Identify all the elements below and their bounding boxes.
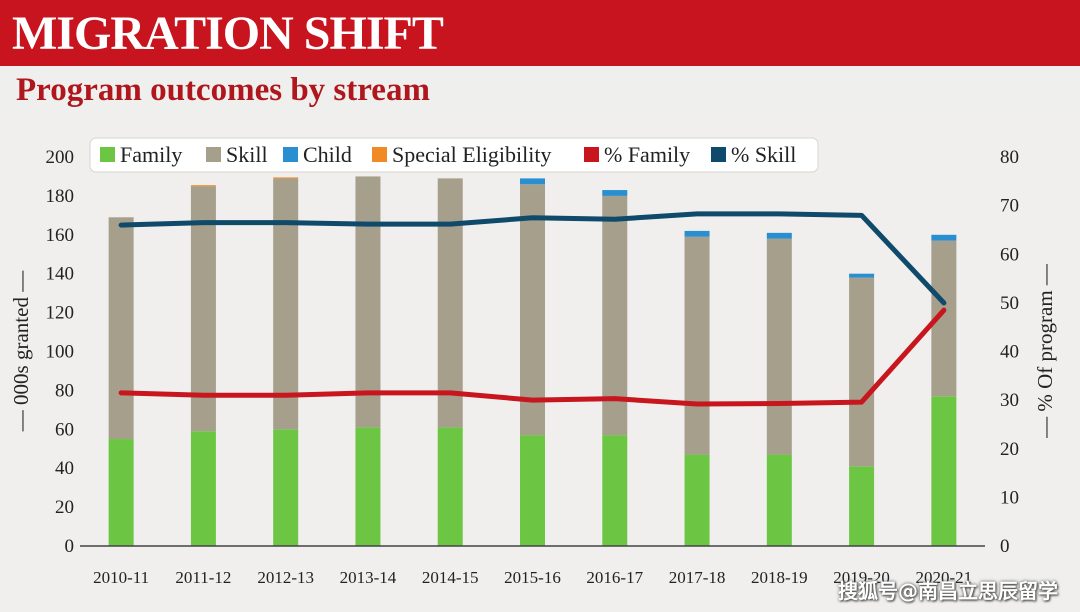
bar-family-2011-12 xyxy=(190,431,216,546)
x-tick-label: 2019-20 xyxy=(833,568,890,587)
y2-tick-label: 20 xyxy=(1000,439,1019,460)
x-tick-label: 2013-14 xyxy=(340,568,397,587)
x-tick-label: 2020-21 xyxy=(916,568,973,587)
legend-label: Special Eligibility xyxy=(392,142,551,167)
line--family xyxy=(118,307,947,407)
bar-child-2016-17 xyxy=(602,190,628,196)
bar-skill-2012-13 xyxy=(273,178,299,430)
y2-tick-label: 40 xyxy=(1000,342,1019,363)
bar-family-2015-16 xyxy=(520,435,545,546)
legend-label: Family xyxy=(120,142,182,167)
bar-family-2013-14 xyxy=(355,427,381,546)
legend-swatch-skill xyxy=(206,147,221,162)
bar-family-2010-11 xyxy=(108,439,134,546)
legend-label: % Skill xyxy=(731,142,796,167)
y-tick-label: 200 xyxy=(46,147,75,168)
bar-child-2018-19 xyxy=(766,232,792,239)
y2-tick-label: 50 xyxy=(1000,293,1019,314)
bar-skill-2016-17 xyxy=(602,195,628,436)
title-banner: MIGRATION SHIFT xyxy=(0,0,1080,66)
x-tick-label: 2018-19 xyxy=(751,568,808,587)
y-tick-label: 20 xyxy=(55,497,74,518)
y2-tick-label: 70 xyxy=(1000,196,1019,217)
y-tick-label: 160 xyxy=(46,225,75,246)
y2-tick-label: 0 xyxy=(1000,536,1010,557)
bar-skill-2011-12 xyxy=(190,186,216,432)
y-tick-label: 40 xyxy=(55,458,74,479)
legend-label: Child xyxy=(303,142,352,167)
y2-axis-label: — % Of program — xyxy=(1033,263,1057,439)
bar-child-2020-21 xyxy=(931,234,957,241)
x-tick-label: 2011-12 xyxy=(175,568,231,587)
bar-skill-2017-18 xyxy=(684,236,710,455)
legend-box xyxy=(89,137,819,173)
bar-special-eligibility-2012-13 xyxy=(273,177,299,179)
bar-skill-2014-15 xyxy=(437,178,463,428)
chart-area: 2010-11 2011-12 2012-13 2013-14 2014-15 2015-… xyxy=(9,137,1057,587)
y-axis-label: — 000s granted — xyxy=(9,270,33,432)
bar-family-2018-19 xyxy=(766,454,792,546)
y2-tick-label: 30 xyxy=(1000,390,1019,411)
bar-child-2015-16 xyxy=(520,178,545,185)
y2-tick-label: 60 xyxy=(1000,244,1019,265)
subtitle-bar: Program outcomes by stream xyxy=(0,66,1080,116)
y2-tick-label: 80 xyxy=(1000,147,1019,168)
bar-family-2019-20 xyxy=(849,466,875,546)
bar-special-eligibility-2011-12 xyxy=(190,185,216,187)
x-tick-label: 2015-16 xyxy=(504,568,561,587)
y2-tick-label: 10 xyxy=(1000,487,1019,508)
chart-subtitle: Program outcomes by stream xyxy=(16,72,430,108)
bar-family-2016-17 xyxy=(602,435,628,546)
line-layer xyxy=(118,211,947,407)
x-tick-label: 2014-15 xyxy=(422,568,479,587)
bar-skill-2013-14 xyxy=(355,176,381,428)
bar-layer xyxy=(108,176,957,546)
y-tick-label: 120 xyxy=(46,303,75,324)
y-tick-label: 100 xyxy=(46,342,75,363)
legend-swatch-child xyxy=(283,147,298,162)
x-tick-label: 2010-11 xyxy=(93,568,149,587)
y-tick-label: 80 xyxy=(55,380,74,401)
legend-label: % Family xyxy=(604,142,690,167)
bar-child-2017-18 xyxy=(684,230,710,237)
bar-skill-2015-16 xyxy=(520,184,545,436)
bar-family-2020-21 xyxy=(931,396,957,546)
y-tick-label: 140 xyxy=(46,264,75,285)
bar-family-2014-15 xyxy=(437,427,463,546)
line--skill xyxy=(118,211,947,306)
legend-swatch-family xyxy=(100,147,115,162)
bar-skill-2018-19 xyxy=(766,238,792,455)
bar-family-2017-18 xyxy=(684,454,710,546)
watermark: 搜狐号@南昌立思辰留学 xyxy=(838,579,1058,603)
x-tick-label: 2012-13 xyxy=(257,568,314,587)
bar-skill-2010-11 xyxy=(108,217,134,440)
legend: Family Skill Child Special Eligibility % Fam… xyxy=(89,137,819,173)
x-tick-label: 2017-18 xyxy=(669,568,726,587)
y-tick-label: 180 xyxy=(46,186,75,207)
chart-title: MIGRATION SHIFT xyxy=(12,7,444,60)
bar-family-2012-13 xyxy=(273,429,299,546)
legend-swatch-special-eligibility xyxy=(372,147,387,162)
y-tick-label: 60 xyxy=(55,419,74,440)
bar-child-2019-20 xyxy=(849,273,875,278)
legend-label: Skill xyxy=(226,142,268,167)
axis-layer: 2010-11 2011-12 2012-13 2013-14 2014-15 2015-… xyxy=(9,147,1057,587)
legend-swatch--family xyxy=(584,147,599,162)
bar-skill-2019-20 xyxy=(849,277,875,467)
y-tick-label: 0 xyxy=(65,536,75,557)
legend-swatch--skill xyxy=(711,147,726,162)
x-tick-label: 2016-17 xyxy=(586,568,643,587)
